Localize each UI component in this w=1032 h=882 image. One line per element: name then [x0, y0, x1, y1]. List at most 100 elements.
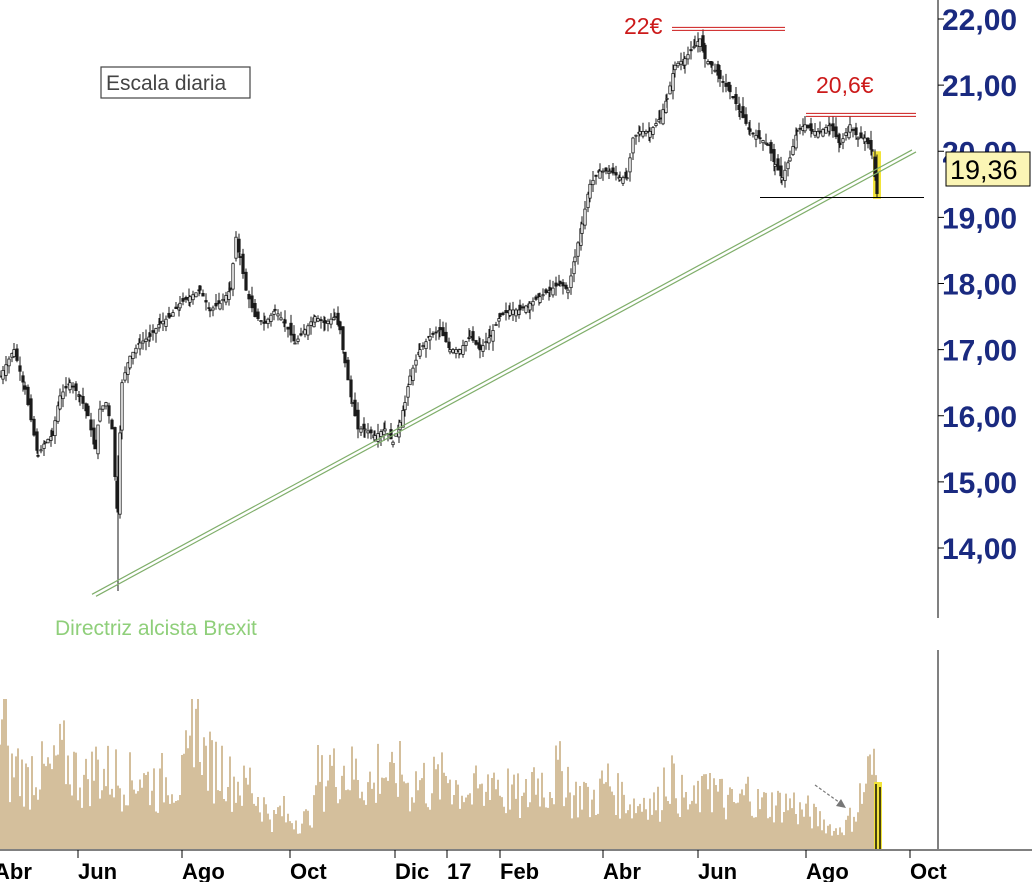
trendline-label: Directriz alcista Brexit [55, 617, 257, 640]
candle-body [120, 382, 124, 431]
y-tick-label: 15,00 [942, 467, 1017, 500]
candle-body [497, 318, 501, 322]
candle-body [544, 289, 548, 294]
candle-body [721, 81, 725, 83]
candle-body [744, 114, 748, 124]
candle-body [528, 302, 532, 311]
candle-body [441, 327, 445, 337]
candle-body [126, 362, 130, 375]
candle-body [511, 309, 515, 315]
candle-body [184, 297, 188, 300]
candle-body [299, 333, 303, 336]
candle-body [854, 127, 858, 136]
candle-body [174, 306, 178, 310]
candle-body [46, 438, 50, 444]
candle-body [601, 170, 605, 173]
candle-body [451, 349, 455, 354]
candle-body [758, 137, 762, 140]
candle-body [50, 430, 54, 436]
candle-body [783, 169, 787, 181]
candle-body [844, 132, 848, 136]
candle-body [15, 348, 19, 361]
candle-body [824, 127, 828, 134]
candle-body [501, 312, 505, 315]
candle-body [227, 291, 231, 300]
candle-body [776, 158, 780, 171]
candle-body [363, 428, 367, 431]
volume-bars [0, 699, 882, 849]
candle-body [148, 333, 152, 337]
candle-body [42, 443, 46, 449]
candle-body [841, 138, 845, 143]
candle-body [56, 405, 60, 422]
candle-body [713, 69, 717, 72]
candle-body [569, 275, 573, 289]
candle-body [766, 144, 770, 147]
candle-body [834, 126, 838, 138]
candle-body [538, 296, 542, 303]
candle-body [144, 338, 148, 342]
candle-body [648, 131, 652, 138]
candle-body [769, 142, 773, 154]
candle-body [178, 302, 182, 309]
candle-body [154, 328, 158, 334]
candle-body [313, 316, 317, 323]
candle-body [598, 170, 602, 179]
candle-body [481, 345, 485, 352]
candle-body [658, 117, 662, 120]
candle-body [773, 164, 777, 167]
candle-body [411, 367, 415, 381]
candle-body [204, 300, 208, 303]
candle-body [35, 431, 39, 451]
candle-body [323, 320, 327, 324]
candle-body [286, 326, 290, 330]
candle-body [68, 382, 72, 391]
candle-body [474, 340, 478, 345]
candle-body [564, 284, 568, 289]
y-tick-label: 18,00 [942, 269, 1017, 302]
candle-body [594, 174, 598, 177]
candle-body [296, 338, 300, 342]
candle-body [283, 319, 287, 324]
candle-body [408, 375, 412, 386]
candle-body [373, 435, 377, 441]
candle-body [110, 419, 114, 430]
candle-body [191, 294, 195, 301]
candle-body [74, 383, 78, 392]
y-tick-label: 14,00 [942, 533, 1017, 566]
candle-body [651, 127, 655, 135]
candle-body [333, 316, 337, 318]
candle-body [266, 318, 270, 325]
candle-body [468, 335, 472, 339]
candle-body [644, 131, 648, 134]
candle-body [26, 386, 30, 405]
candle-body [580, 223, 584, 234]
candle-body [43, 441, 47, 444]
trendline-lower [95, 151, 917, 597]
candle-body [350, 402, 354, 404]
candle-body [256, 311, 260, 319]
candle-body [237, 238, 241, 253]
candle-body [558, 280, 562, 284]
candle-body [676, 62, 680, 67]
candle-body [398, 421, 402, 431]
candle-body [346, 359, 350, 381]
candle-body [810, 129, 814, 132]
candle-body [293, 342, 297, 345]
candle-body [81, 396, 85, 404]
x-tick-label: Jun [78, 859, 117, 882]
candle-body [803, 124, 807, 132]
candle-body [224, 295, 228, 303]
candle-body [228, 287, 232, 291]
candle-body [754, 134, 758, 140]
candle-body [158, 321, 162, 324]
candle-body [816, 131, 820, 138]
candle-body [508, 309, 512, 316]
candle-body [491, 330, 495, 342]
candle-body [514, 309, 518, 317]
candle-body [838, 142, 842, 146]
candle-body [253, 303, 257, 317]
candle-body [279, 317, 283, 321]
candle-body [618, 177, 622, 181]
volume-arrow-head [836, 799, 846, 808]
